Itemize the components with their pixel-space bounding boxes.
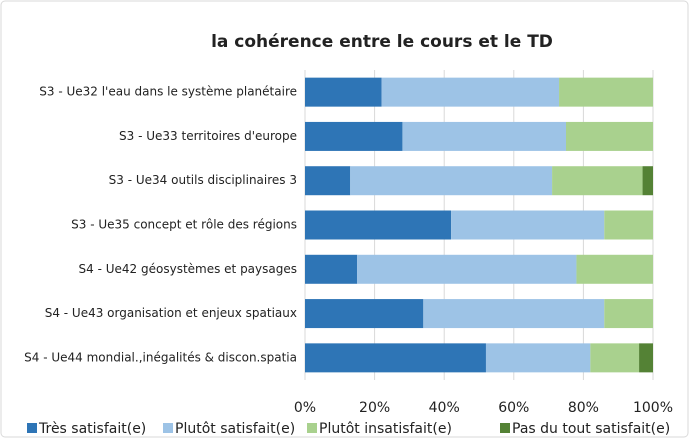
legend-label: Plutôt insatisfait(e) [319,421,452,437]
chart-title: la cohérence entre le cours et le TD [211,32,553,52]
y-tick-label: S4 - Ue43 organisation et enjeux spatiau… [45,306,297,320]
y-tick-label: S3 - Ue32 l'eau dans le système planétai… [39,85,297,99]
bar-segment [305,254,358,284]
bar-segment [305,77,382,107]
y-tick-label: S4 - Ue44 mondial.,inégalités & discon.s… [24,350,297,364]
x-tick-label: 100% [633,400,673,416]
legend-swatch [27,423,37,433]
legend-label: Très satisfait(e) [38,421,146,437]
bar-segment [451,210,605,240]
legend-label: Plutôt satisfait(e) [175,421,295,437]
x-tick-label: 60% [498,400,529,416]
bar-segment [639,343,653,373]
bar-segment [604,210,653,240]
bar-segment [590,343,640,373]
legend-label: Pas du tout satisfait(e) [512,421,670,437]
bar-segment [305,166,351,196]
bar-segment [402,121,566,151]
bar-segment [305,343,486,373]
x-tick-label: 80% [568,400,599,416]
legend-swatch [500,423,510,433]
bar-segment [381,77,560,107]
x-tick-label: 0% [294,400,316,416]
bar-segment [305,299,424,329]
bar-segment [642,166,653,196]
x-tick-label: 20% [359,400,390,416]
bar-segment [552,166,643,196]
bar-segment [604,299,653,329]
bar-segment [559,77,653,107]
bar-segment [485,343,591,373]
bar-segment [305,210,452,240]
bar-segment [566,121,653,151]
legend-swatch [163,423,173,433]
y-tick-label: S3 - Ue35 concept et rôle des régions [71,218,297,232]
x-tick-label: 40% [429,400,460,416]
legend-swatch [307,423,317,433]
y-tick-label: S3 - Ue33 territoires d'europe [119,129,297,143]
y-tick-label: S4 - Ue42 géosystèmes et paysages [79,262,297,276]
y-tick-label: S3 - Ue34 outils disciplinaires 3 [109,173,297,187]
bar-segment [576,254,653,284]
bar-segment [357,254,577,284]
bar-segment [423,299,605,329]
bar-segment [305,121,403,151]
bar-segment [350,166,553,196]
